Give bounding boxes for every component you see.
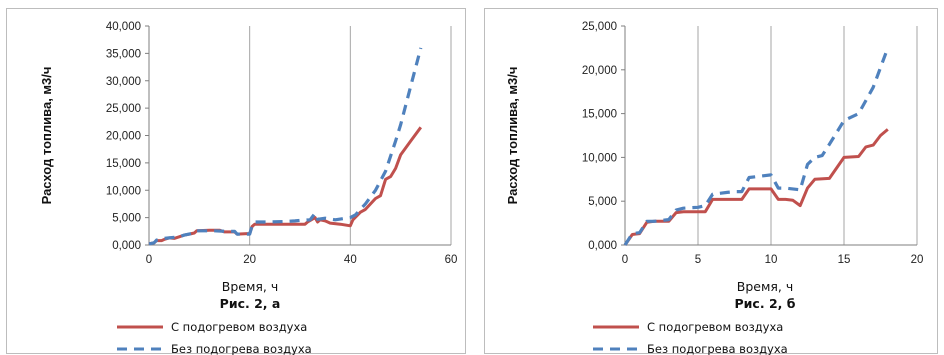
figure-caption: Рис. 2, а [220, 296, 281, 311]
y-tick-label: 25,000 [582, 21, 617, 33]
legend-label: С подогревом воздуха [647, 320, 783, 334]
y-tick-label: 30,000 [106, 76, 141, 88]
y-tick-label: 15,000 [106, 158, 141, 170]
legend-label: Без подогрева воздуха [171, 342, 312, 355]
x-axis-label: Время, ч [737, 279, 793, 294]
series-line-heated [148, 126, 423, 246]
series-line-unheated [623, 47, 890, 246]
figure-caption: Рис. 2, б [735, 296, 796, 311]
y-tick-label: 20,000 [582, 65, 617, 77]
x-tick-label: 60 [445, 254, 458, 266]
series-line-unheated [148, 47, 423, 246]
y-tick-label: 25,000 [106, 103, 141, 115]
x-tick-label: 15 [838, 254, 851, 266]
y-tick-label: 35,000 [106, 48, 141, 60]
x-tick-label: 20 [243, 254, 256, 266]
y-tick-label: 10,000 [582, 152, 617, 164]
y-tick-label: 5,000 [588, 196, 617, 208]
y-tick-label: 0,000 [588, 240, 617, 252]
legend-label: С подогревом воздуха [171, 320, 307, 334]
x-tick-label: 10 [765, 254, 778, 266]
y-tick-label: 10,000 [106, 185, 141, 197]
y-axis-label: Расход топлива, м3/ч [39, 67, 54, 205]
y-tick-label: 5,000 [112, 213, 141, 225]
series-line-heated [623, 128, 889, 246]
legend-label: Без подогрева воздуха [647, 342, 788, 355]
x-tick-label: 40 [344, 254, 357, 266]
y-tick-label: 15,000 [582, 109, 617, 121]
x-tick-label: 5 [695, 254, 701, 266]
x-tick-label: 0 [146, 254, 152, 266]
chart-b: 0 5 10 15 20 0,000 5,000 10,000 15,000 20,000 25,0… [505, 21, 924, 355]
chart-panel-a: 0 20 40 60 0,000 5,000 10,000 15,000 20,000 25,00… [6, 8, 466, 355]
chart-a: 0 20 40 60 0,000 5,000 10,000 15,000 20,000 25,00… [39, 21, 458, 355]
chart-panel-b: 0 5 10 15 20 0,000 5,000 10,000 15,000 20,000 25,0… [484, 8, 938, 355]
y-tick-label: 40,000 [106, 21, 141, 33]
y-tick-label: 0,000 [112, 240, 141, 252]
x-axis-label: Время, ч [222, 279, 278, 294]
y-tick-label: 20,000 [106, 131, 141, 143]
x-tick-label: 0 [622, 254, 628, 266]
y-axis-label: Расход топлива, м3/ч [505, 67, 520, 205]
x-tick-label: 20 [911, 254, 924, 266]
